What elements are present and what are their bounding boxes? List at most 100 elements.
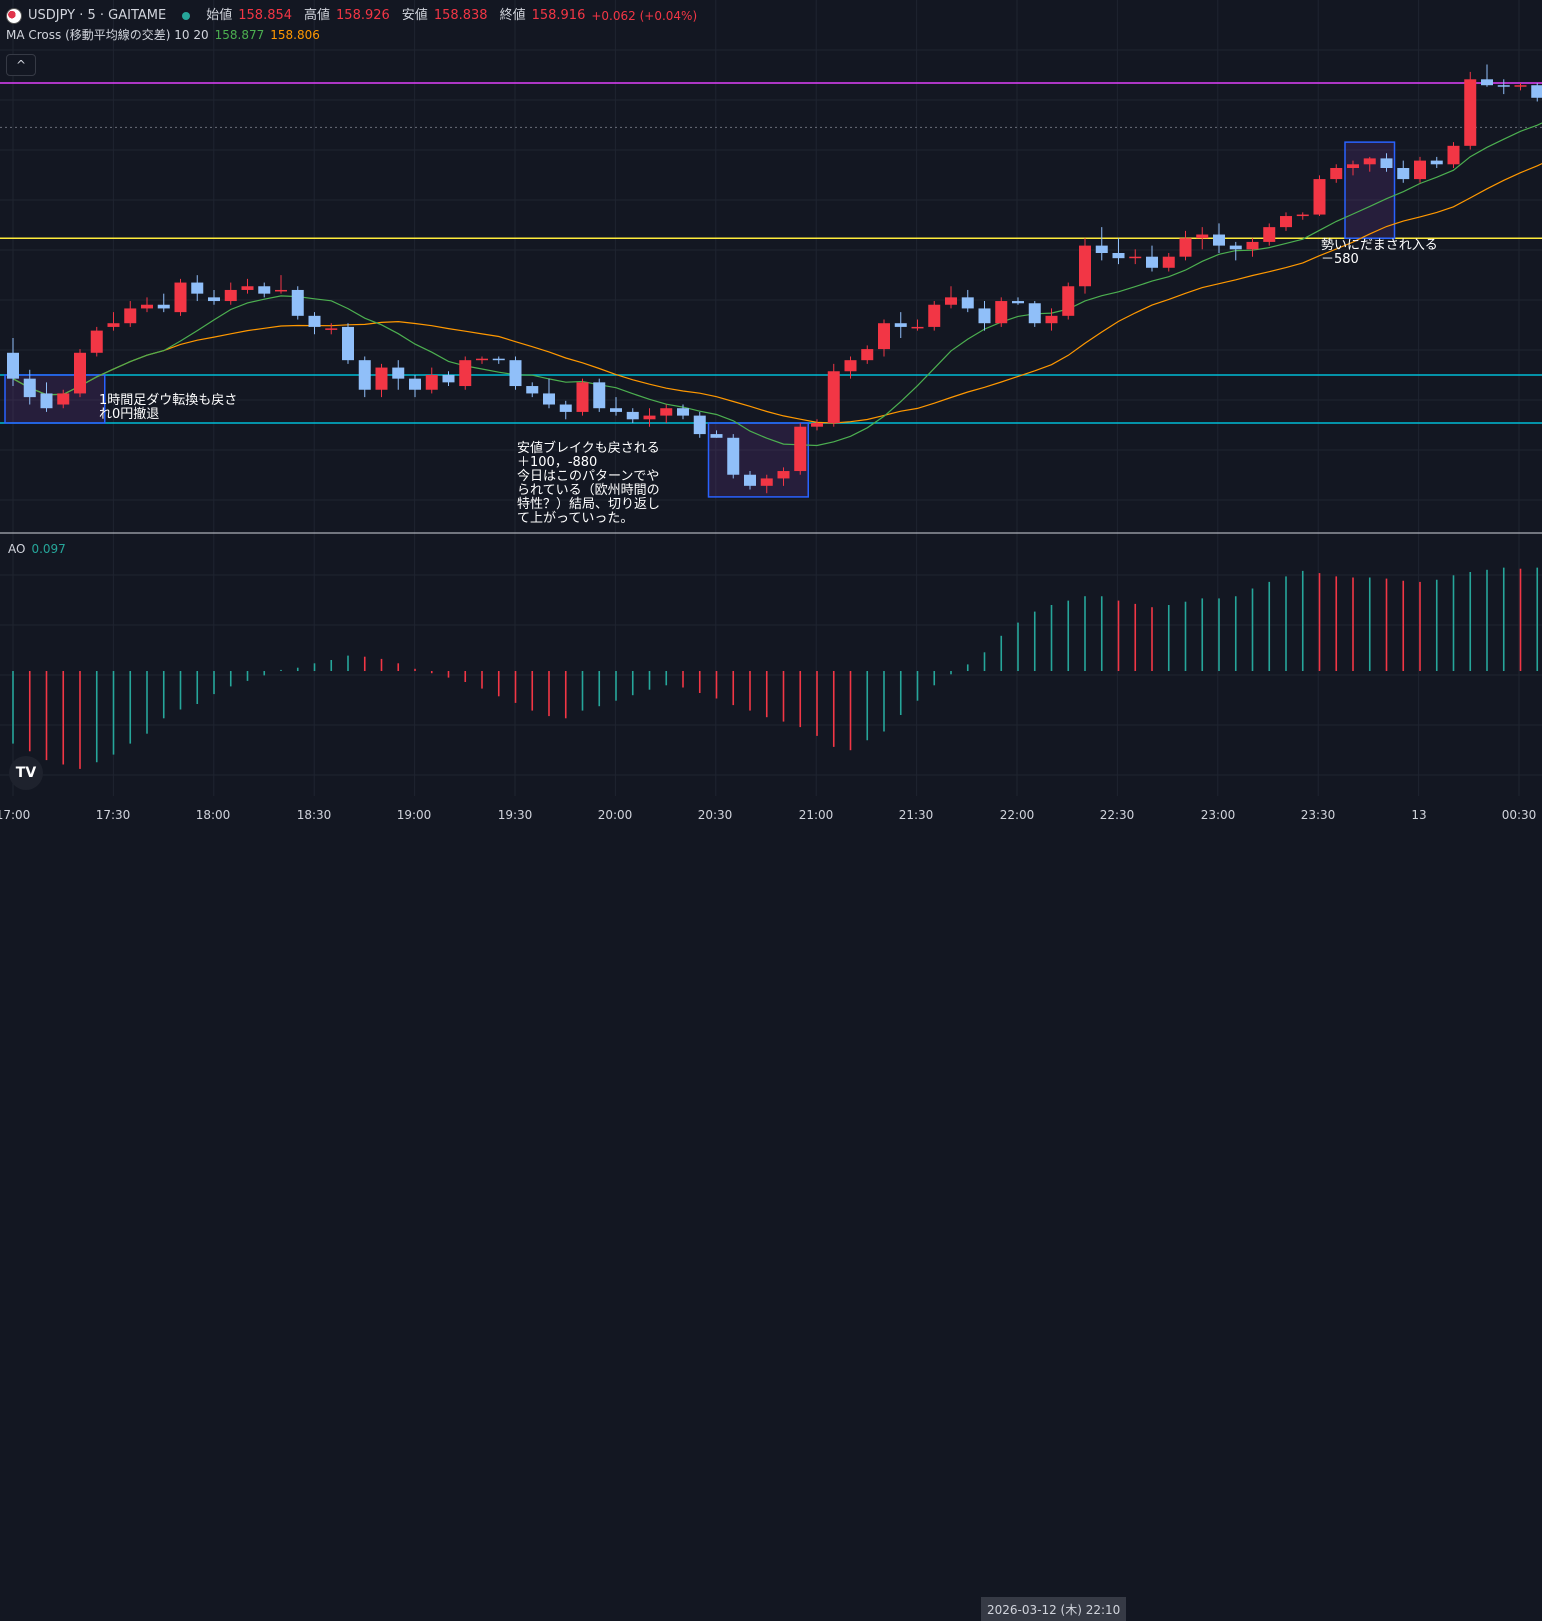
candle-body xyxy=(1430,160,1443,165)
candle xyxy=(90,326,103,357)
candle-body xyxy=(1497,85,1510,87)
time-tick: 21:00 xyxy=(798,808,834,822)
ma-fast-value: 158.877 xyxy=(214,27,265,42)
annotation-note-3[interactable]: 勢いにだまされ入る －580 xyxy=(1321,238,1438,267)
ao-name[interactable]: AO xyxy=(8,542,26,556)
price-chart[interactable] xyxy=(0,0,1542,832)
candle-body xyxy=(258,286,271,294)
candle xyxy=(425,367,438,394)
ma-cross-name[interactable]: MA Cross (移動平均線の交差) 10 20 xyxy=(6,27,209,42)
candle xyxy=(1347,160,1359,176)
candle-body xyxy=(392,367,405,379)
candle-body xyxy=(1447,145,1460,165)
candle xyxy=(208,289,220,305)
market-status-icon[interactable] xyxy=(182,11,191,20)
high-label: 高値 xyxy=(304,7,331,23)
chevron-up-icon: ^ xyxy=(15,58,27,72)
candle-body xyxy=(74,352,86,394)
candle xyxy=(844,356,857,379)
candle xyxy=(1363,156,1376,172)
candle xyxy=(626,408,639,423)
candle xyxy=(241,278,254,294)
candle xyxy=(1213,223,1225,253)
time-tick: 21:30 xyxy=(898,808,934,822)
time-tick: 17:30 xyxy=(95,808,131,822)
candle-body xyxy=(208,297,220,302)
symbol-title[interactable]: USDJPY · 5 · GAITAME xyxy=(28,7,167,23)
candle xyxy=(660,404,673,423)
candle xyxy=(1464,71,1477,150)
candle xyxy=(693,411,706,438)
candle-body xyxy=(526,386,539,394)
change-value: +0.062 (+0.04%) xyxy=(591,8,698,23)
candlestick-series xyxy=(7,64,1542,494)
candle-body xyxy=(1062,286,1075,316)
ma-fast-line xyxy=(12,122,1542,447)
candle xyxy=(576,378,589,416)
candle xyxy=(1229,241,1242,261)
candle-body xyxy=(827,371,840,423)
candle-body xyxy=(1213,234,1225,246)
candle xyxy=(928,301,941,331)
time-axis[interactable]: 17:00 17:30 18:00 18:30 19:00 19:30 20:0… xyxy=(0,796,1542,1621)
candle xyxy=(124,301,137,327)
candle xyxy=(1313,175,1326,217)
candle xyxy=(23,369,36,405)
candle xyxy=(174,278,187,316)
candle-body xyxy=(1012,301,1024,304)
candle xyxy=(1397,160,1410,183)
candle-body xyxy=(878,323,890,350)
low-value: 158.838 xyxy=(433,7,488,23)
candle-body xyxy=(593,382,606,409)
candle-body xyxy=(40,393,53,409)
time-tick: 18:30 xyxy=(296,808,332,822)
candle-body xyxy=(1363,158,1376,165)
tradingview-logo-icon[interactable]: TV xyxy=(9,756,43,790)
candle xyxy=(961,289,974,313)
candle xyxy=(409,374,421,398)
candle xyxy=(1028,301,1041,327)
candle-body xyxy=(1129,256,1142,259)
high-value: 158.926 xyxy=(336,7,390,23)
candle-body xyxy=(141,304,153,309)
time-tick: 00:30 xyxy=(1501,808,1537,822)
annotation-note-2[interactable]: 安値ブレイクも戻される ＋100，-880 今日はこのパターンでや られている（… xyxy=(517,441,661,526)
candle-body xyxy=(911,326,924,329)
candle xyxy=(677,404,689,420)
time-tick: 23:00 xyxy=(1200,808,1236,822)
candle xyxy=(1330,164,1343,183)
candle-body xyxy=(894,323,907,327)
time-tick: 18:00 xyxy=(195,808,231,822)
candle xyxy=(392,360,405,390)
candle xyxy=(1296,212,1309,220)
candle-body xyxy=(1514,85,1527,87)
candle-body xyxy=(224,289,237,302)
candle-body xyxy=(543,393,555,405)
candle xyxy=(911,319,924,331)
candle xyxy=(760,474,773,494)
candle xyxy=(978,301,991,331)
candle xyxy=(74,349,86,398)
candle-body xyxy=(375,367,388,390)
candle xyxy=(1280,212,1292,231)
candle-body xyxy=(811,423,823,427)
candle-body xyxy=(1330,168,1343,180)
candle-body xyxy=(241,286,254,290)
candle xyxy=(509,356,522,390)
time-tick: 17:00 xyxy=(0,808,31,822)
candle xyxy=(442,371,455,387)
candle xyxy=(258,282,271,298)
close-label: 終値 xyxy=(499,7,526,23)
candle-body xyxy=(945,297,957,305)
candle xyxy=(861,345,874,364)
candle xyxy=(878,319,890,357)
candle-body xyxy=(1296,214,1309,217)
collapse-legend-button[interactable]: ^ xyxy=(6,54,36,76)
annotation-note-1[interactable]: 1時間足ダウ転換も戻さ れ0円撤退 xyxy=(99,393,238,422)
candle-body xyxy=(174,282,187,313)
candle xyxy=(827,363,840,427)
candle-body xyxy=(57,393,70,405)
candle-body xyxy=(1079,245,1091,287)
candle xyxy=(492,356,505,364)
candle xyxy=(476,356,488,364)
